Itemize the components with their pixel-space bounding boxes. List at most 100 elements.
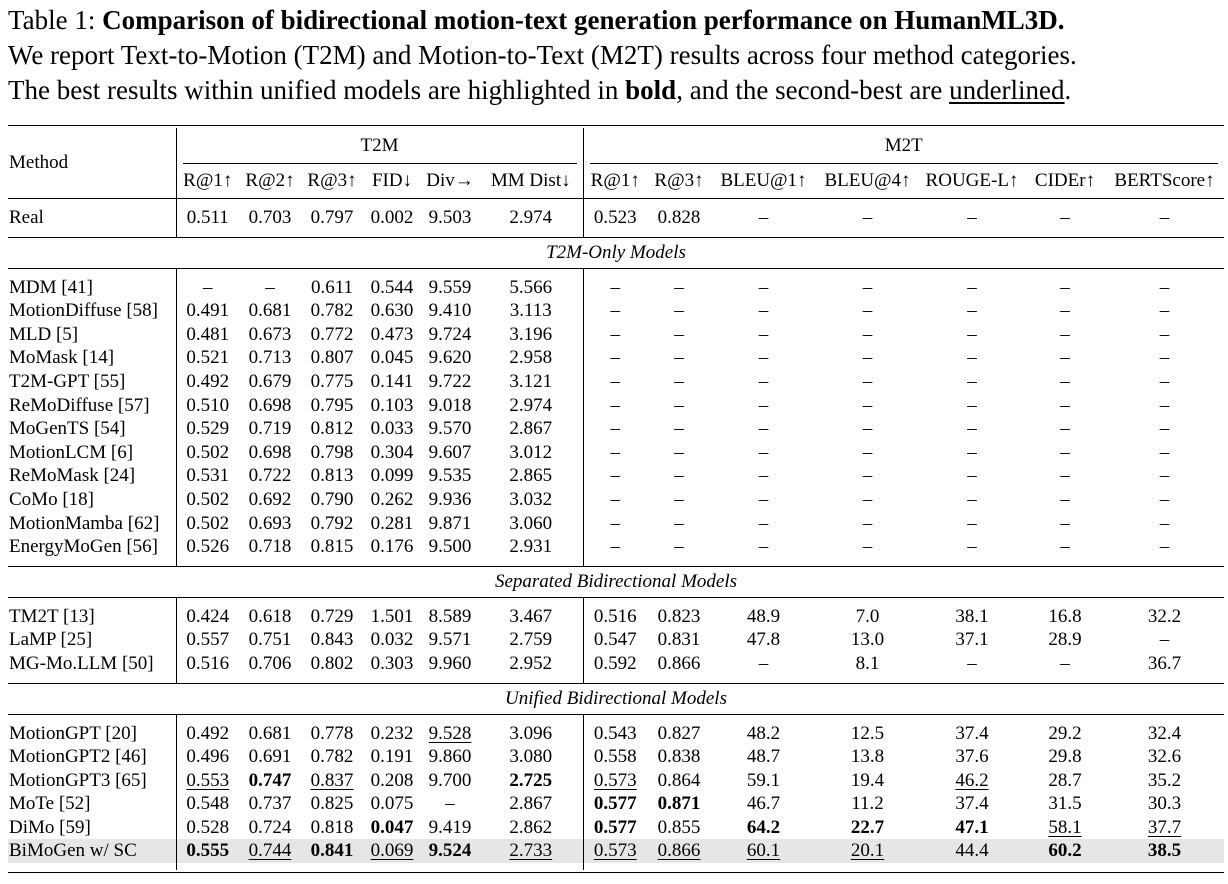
value-cell: – <box>758 323 769 345</box>
column-header: Div→ <box>421 164 479 199</box>
value-cell: – <box>582 440 647 465</box>
spacer-cell <box>421 230 479 238</box>
value-cell: 9.535 <box>428 465 472 487</box>
table-caption: Table 1: Comparison of bidirectional mot… <box>8 3 1224 108</box>
value-cell: – <box>1159 441 1170 463</box>
caption-line-2: We report Text-to-Motion (T2M) and Motio… <box>8 40 1077 70</box>
spacer-cell <box>919 863 1025 870</box>
value-cell: 0.516 <box>582 604 647 629</box>
table-row: ReMoMask [24] 0.531 0.722 0.813 0.099 9.535 2.… <box>8 464 1224 488</box>
value-cell: 0.744 <box>239 839 301 864</box>
value-cell: – <box>582 322 647 347</box>
spacer-cell <box>421 199 479 207</box>
value-cell: 9.018 <box>428 394 472 416</box>
value-cell: 48.7 <box>746 746 781 768</box>
header-row-columns: R@1↑ R@2↑ R@3↑ FID↓ Div→ MM Dist↓ R@1↑ R@3↑ BLEU… <box>8 164 1224 199</box>
value-cell: 0.573 <box>582 839 647 864</box>
value-cell: 0.828 <box>657 207 701 228</box>
value-cell: 20.1 <box>816 839 919 864</box>
column-header: R@1↑ <box>175 164 239 199</box>
value-cell: – <box>674 323 684 345</box>
caption-underline-word: underlined <box>949 75 1065 105</box>
value-cell: 0.191 <box>370 746 414 768</box>
spacer-cell <box>1105 230 1224 238</box>
value-cell: – <box>1159 536 1170 558</box>
spacer-cell <box>301 714 363 722</box>
table-row: MotionGPT [20] 0.492 0.681 0.778 0.232 9.528 3… <box>8 721 1224 746</box>
value-cell: 0.778 <box>310 722 354 744</box>
spacer-cell <box>582 714 647 722</box>
column-header: ROUGE-L↑ <box>919 164 1025 199</box>
value-cell: – <box>1159 323 1170 345</box>
spacer-cell <box>239 863 301 870</box>
spacer-cell <box>363 559 421 567</box>
value-cell: 0.553 <box>175 768 239 793</box>
group-label-m2t: M2T <box>884 135 923 156</box>
value-cell: 0.424 <box>175 604 239 629</box>
value-cell: 8.589 <box>428 605 472 627</box>
value-cell: 0.673 <box>248 323 292 345</box>
value-cell: – <box>862 394 873 416</box>
value-cell: 9.503 <box>428 207 472 228</box>
value-cell: 0.208 <box>370 769 414 791</box>
spacer-cell <box>582 597 647 605</box>
spacer-cell <box>301 230 363 238</box>
value-cell: – <box>758 512 769 534</box>
value-cell: – <box>862 370 873 392</box>
table-row: TM2T [13] 0.424 0.618 0.729 1.501 8.589 3.467 0… <box>8 604 1224 629</box>
method-name: MotionGPT3 [65] <box>9 769 147 791</box>
spacer-cell <box>647 559 711 567</box>
spacer-cell <box>479 714 583 722</box>
value-cell: 32.4 <box>1147 722 1182 744</box>
value-cell: 9.724 <box>428 323 472 345</box>
value-cell: 44.4 <box>919 839 1025 864</box>
value-cell: – <box>967 652 977 674</box>
value-cell: 2.759 <box>509 629 553 651</box>
value-cell: 2.974 <box>509 394 553 416</box>
value-cell: 0.573 <box>582 768 647 793</box>
value-cell: – <box>967 488 977 510</box>
value-cell: 9.936 <box>428 488 472 510</box>
value-cell: 2.867 <box>509 793 553 815</box>
spacer-cell <box>239 597 301 605</box>
value-cell: – <box>582 511 647 536</box>
spacer-cell <box>8 268 176 276</box>
value-cell: 0.813 <box>310 465 354 487</box>
value-cell: – <box>967 394 977 416</box>
value-cell: 0.611 <box>310 276 354 298</box>
value-cell: 0.747 <box>248 769 292 791</box>
spacer-cell <box>816 268 919 276</box>
spacer-cell <box>1025 863 1105 870</box>
value-cell: – <box>582 417 647 441</box>
method-name: MLD [5] <box>9 323 79 345</box>
value-cell: 2.931 <box>509 536 553 558</box>
spacer-cell <box>175 198 239 206</box>
value-cell: 0.679 <box>248 370 292 392</box>
spacer-cell <box>479 230 583 238</box>
spacer-cell <box>175 597 239 605</box>
value-cell: 9.860 <box>428 746 472 768</box>
spacer-cell <box>1105 676 1224 684</box>
spacer-cell <box>816 597 919 605</box>
table-row: MotionLCM [6] 0.502 0.698 0.798 0.304 9.607 3.… <box>8 440 1224 465</box>
spacer-cell <box>175 714 239 722</box>
spacer-cell <box>363 863 421 870</box>
value-cell: 0.815 <box>310 536 354 558</box>
spacer-cell <box>301 597 363 605</box>
category-label: Unified Bidirectional Models <box>8 682 1224 715</box>
caption-line-3c: . <box>1064 75 1072 105</box>
value-cell: – <box>445 793 455 815</box>
value-cell: 3.467 <box>509 605 553 627</box>
value-cell: 0.069 <box>363 839 421 864</box>
value-cell: 0.713 <box>248 347 292 369</box>
value-cell: 58.1 <box>1048 816 1082 838</box>
value-cell: 2.958 <box>509 347 553 369</box>
value-cell: 0.722 <box>248 465 292 487</box>
value-cell: – <box>674 347 684 369</box>
method-name: CoMo [18] <box>9 488 94 510</box>
value-cell: 9.700 <box>428 769 472 791</box>
value-cell: 0.544 <box>370 276 414 298</box>
value-cell: 0.557 <box>175 628 239 652</box>
value-cell: 0.681 <box>248 300 292 322</box>
spacer-cell <box>711 714 816 722</box>
